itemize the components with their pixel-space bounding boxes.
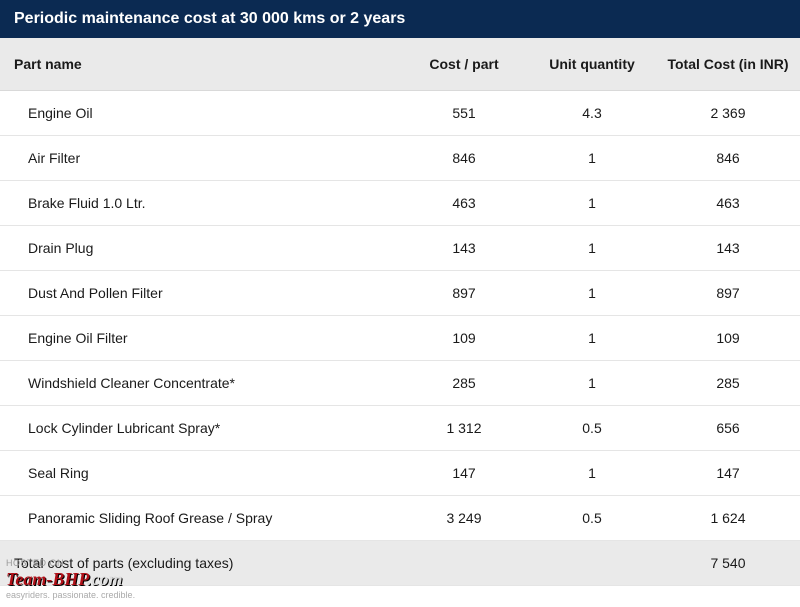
cell-total: 463 <box>656 181 800 226</box>
cell-qty: 0.5 <box>528 496 656 541</box>
watermark-tagline: easyriders. passionate. credible. <box>6 590 135 601</box>
cell-qty: 1 <box>528 271 656 316</box>
cell-name: Lock Cylinder Lubricant Spray* <box>0 406 400 451</box>
table-row: Air Filter8461846 <box>0 136 800 181</box>
table-total-row: Total cost of parts (excluding taxes) 7 5… <box>0 541 800 586</box>
cell-name: Panoramic Sliding Roof Grease / Spray <box>0 496 400 541</box>
cell-cost: 1 312 <box>400 406 528 451</box>
table-row: Engine Oil Filter1091109 <box>0 316 800 361</box>
cell-cost: 551 <box>400 91 528 136</box>
total-value: 7 540 <box>656 541 800 586</box>
table-row: Lock Cylinder Lubricant Spray*1 3120.565… <box>0 406 800 451</box>
cell-qty: 0.5 <box>528 406 656 451</box>
total-empty <box>400 541 528 586</box>
cell-cost: 3 249 <box>400 496 528 541</box>
cell-cost: 109 <box>400 316 528 361</box>
cell-qty: 1 <box>528 136 656 181</box>
cell-name: Engine Oil <box>0 91 400 136</box>
cell-cost: 285 <box>400 361 528 406</box>
cell-total: 143 <box>656 226 800 271</box>
cell-qty: 1 <box>528 361 656 406</box>
cell-cost: 846 <box>400 136 528 181</box>
cell-name: Air Filter <box>0 136 400 181</box>
total-label: Total cost of parts (excluding taxes) <box>0 541 400 586</box>
table-row: Windshield Cleaner Concentrate*2851285 <box>0 361 800 406</box>
table-row: Panoramic Sliding Roof Grease / Spray3 2… <box>0 496 800 541</box>
cell-name: Dust And Pollen Filter <box>0 271 400 316</box>
cell-qty: 4.3 <box>528 91 656 136</box>
maintenance-table: Part name Cost / part Unit quantity Tota… <box>0 38 800 586</box>
col-header-cost: Cost / part <box>400 38 528 91</box>
cell-qty: 1 <box>528 181 656 226</box>
cell-name: Engine Oil Filter <box>0 316 400 361</box>
cell-total: 109 <box>656 316 800 361</box>
cell-cost: 463 <box>400 181 528 226</box>
col-header-qty: Unit quantity <box>528 38 656 91</box>
cell-total: 285 <box>656 361 800 406</box>
cell-name: Drain Plug <box>0 226 400 271</box>
total-empty <box>528 541 656 586</box>
cell-total: 147 <box>656 451 800 496</box>
col-header-total: Total Cost (in INR) <box>656 38 800 91</box>
cell-name: Windshield Cleaner Concentrate* <box>0 361 400 406</box>
col-header-name: Part name <box>0 38 400 91</box>
cell-total: 1 624 <box>656 496 800 541</box>
cell-cost: 147 <box>400 451 528 496</box>
table-row: Seal Ring1471147 <box>0 451 800 496</box>
cell-qty: 1 <box>528 226 656 271</box>
cell-total: 846 <box>656 136 800 181</box>
cell-total: 656 <box>656 406 800 451</box>
cell-qty: 1 <box>528 451 656 496</box>
table-row: Dust And Pollen Filter8971897 <box>0 271 800 316</box>
table-row: Engine Oil5514.32 369 <box>0 91 800 136</box>
banner-title: Periodic maintenance cost at 30 000 kms … <box>0 0 800 38</box>
table-header-row: Part name Cost / part Unit quantity Tota… <box>0 38 800 91</box>
table-row: Brake Fluid 1.0 Ltr.4631463 <box>0 181 800 226</box>
cell-qty: 1 <box>528 316 656 361</box>
table-row: Drain Plug1431143 <box>0 226 800 271</box>
cell-total: 2 369 <box>656 91 800 136</box>
cell-name: Seal Ring <box>0 451 400 496</box>
cell-cost: 897 <box>400 271 528 316</box>
cell-cost: 143 <box>400 226 528 271</box>
cell-name: Brake Fluid 1.0 Ltr. <box>0 181 400 226</box>
cell-total: 897 <box>656 271 800 316</box>
